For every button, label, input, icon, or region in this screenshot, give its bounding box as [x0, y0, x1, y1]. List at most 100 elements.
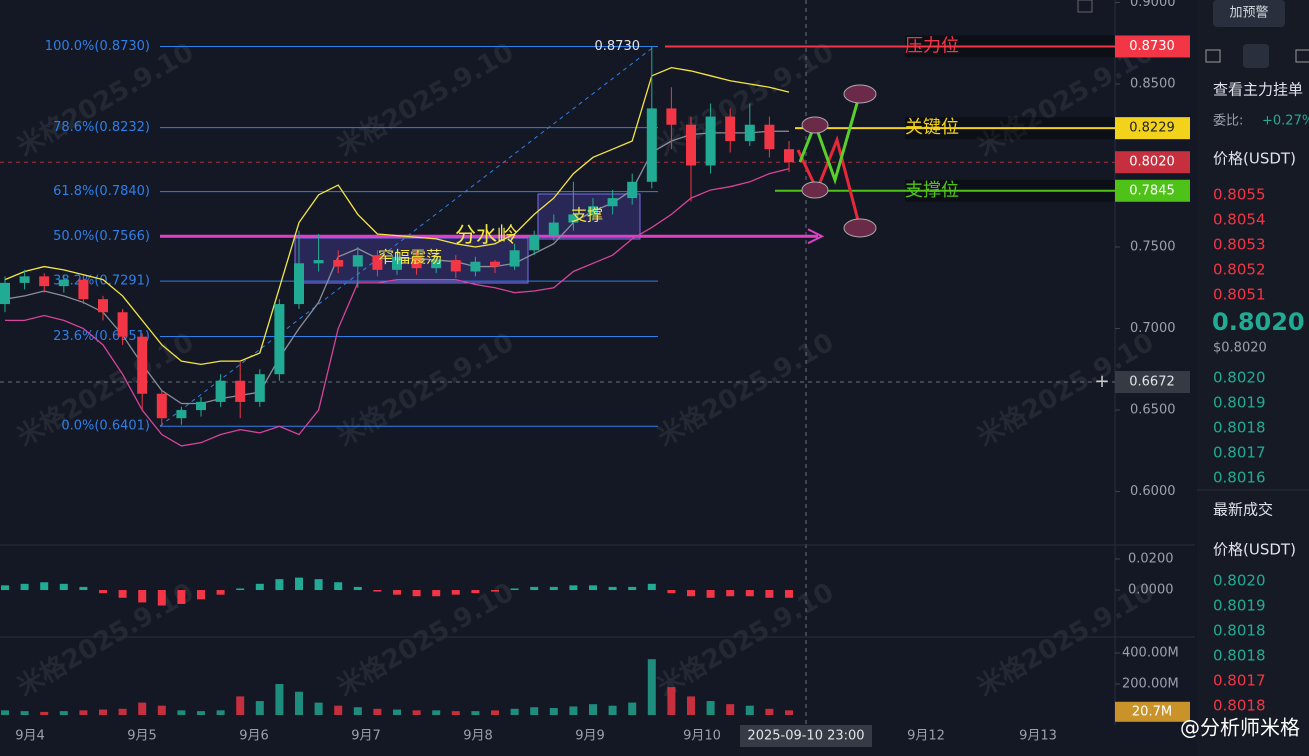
volume-bar: [628, 702, 637, 715]
macd-bar: [589, 585, 597, 591]
candle-body: [294, 263, 304, 305]
macd-bar: [40, 582, 49, 591]
last-price-usd: $0.8020: [1213, 341, 1267, 356]
candle-body: [431, 260, 442, 269]
band-line: [4, 66, 790, 366]
ask-price: 0.8055: [1213, 186, 1266, 204]
fib-label: 78.6%(0.8232): [53, 120, 150, 135]
plot: 0.9000 0.8500 0.7500 0.7000 0.6500 0.6000 0.02…: [0, 0, 1190, 747]
macd-bar: [569, 585, 578, 591]
macd-bar: [334, 582, 343, 591]
volume-bar: [510, 708, 519, 715]
x-tick-label: 9月5: [127, 729, 157, 744]
macd-bar: [59, 583, 68, 591]
macd-bar: [157, 590, 166, 606]
candle-body: [588, 206, 598, 215]
macd-bar: [295, 577, 303, 591]
price-tag: [1115, 371, 1190, 394]
x-tick-label: 9月10: [683, 729, 721, 744]
macd-bar: [451, 590, 460, 595]
macd-bar: [510, 588, 519, 591]
support-box: [537, 193, 641, 240]
price-tag-label: 0.8229: [1129, 121, 1175, 136]
candle-body: [196, 401, 206, 411]
macd-bar: [745, 590, 754, 597]
up-path: [798, 92, 862, 185]
macd-bar: [706, 590, 715, 598]
volume-bar: [471, 711, 480, 715]
price-tag-label: 0.8730: [1129, 39, 1175, 54]
ask-price: 0.8053: [1213, 236, 1266, 254]
order-book-title: 查看主力挂单: [1213, 81, 1303, 99]
candle-body: [529, 235, 540, 251]
ratio-label: 委比:: [1213, 114, 1243, 129]
level-name: 关键位: [905, 117, 959, 138]
candle-body: [686, 124, 696, 166]
candle-body: [156, 393, 167, 419]
volume-bar: [569, 706, 578, 715]
fullscreen-icon[interactable]: [1077, 0, 1093, 13]
price-tag: [1115, 35, 1190, 58]
macd-bar: [314, 579, 323, 591]
volume-bar: [197, 711, 205, 715]
x-tick-label: 9月7: [351, 729, 381, 744]
macd-bar: [471, 590, 480, 594]
volume-bar: [589, 704, 597, 715]
y-tick-label: 400.00M: [1122, 646, 1179, 661]
crosshair-time-box: [740, 725, 872, 747]
bid-price: 0.8020: [1213, 369, 1266, 387]
y-tick-label: 0.8500: [1130, 76, 1176, 91]
view-icon[interactable]: [1295, 49, 1309, 63]
macd-bar: [432, 590, 441, 597]
fib-label: 38.2%(0.7291): [53, 274, 150, 289]
volume-bar: [40, 711, 49, 715]
volume-bar: [216, 710, 225, 715]
macd-bar: [393, 590, 401, 595]
candle-body: [744, 124, 755, 142]
macd-bar: [726, 590, 735, 597]
macd-bar: [1, 585, 9, 591]
x-tick-label: 9月12: [907, 729, 945, 744]
volume-bar: [608, 705, 617, 715]
price-tag: [1115, 117, 1190, 140]
volume-bar: [785, 710, 793, 715]
candle-body: [352, 255, 363, 267]
y-tick-label: 0.7000: [1130, 321, 1176, 336]
macd-bar: [255, 583, 264, 591]
volume-tag-label: 20.7M: [1132, 704, 1172, 719]
macd-bar: [236, 588, 245, 591]
bid-price: 0.8017: [1213, 444, 1266, 462]
candle-body: [411, 256, 422, 269]
macd-bar: [275, 579, 284, 591]
candle-body: [215, 380, 226, 402]
band-line: [5, 168, 790, 447]
volume-bar: [451, 711, 460, 715]
volume-bar: [549, 708, 558, 715]
candle-body: [98, 299, 108, 313]
price-header: 价格(USDT): [1213, 150, 1296, 168]
candle-body: [117, 312, 128, 337]
candle-body: [333, 260, 344, 267]
volume-bar: [157, 705, 166, 715]
ask-price: 0.8054: [1213, 211, 1266, 229]
candle-body: [58, 279, 69, 287]
volume-bar: [295, 691, 303, 715]
candle-body: [254, 374, 265, 402]
macd-bar: [785, 590, 793, 598]
price-tag-label: 0.7845: [1129, 183, 1175, 198]
level-name: 支撑位: [905, 180, 959, 201]
view-icon[interactable]: [1205, 49, 1221, 63]
volume-bar: [20, 711, 29, 715]
view-icon[interactable]: [1243, 44, 1269, 68]
y-tick-label: 0.9000: [1130, 0, 1176, 10]
trades-header: 价格(USDT): [1213, 541, 1296, 559]
macd-bar: [628, 586, 637, 591]
price-tag-label: 0.8020: [1129, 155, 1175, 170]
price-tag: [1115, 179, 1190, 202]
trades-title: 最新成交: [1213, 501, 1273, 519]
volume-bar: [373, 708, 382, 715]
y-tick-label: 200.00M: [1122, 677, 1179, 692]
volume-bar: [177, 710, 186, 715]
alert-button[interactable]: [1213, 0, 1285, 27]
